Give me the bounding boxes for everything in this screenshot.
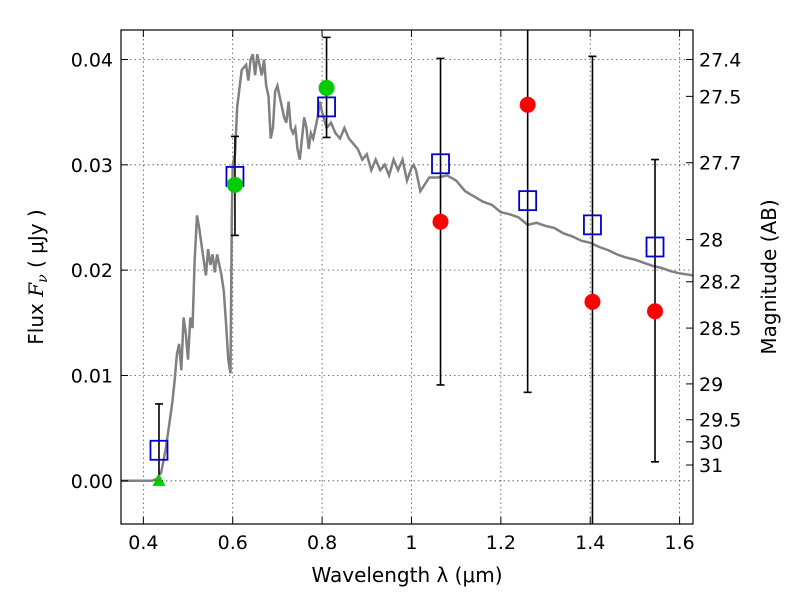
right-tick-label: 30 [699, 432, 723, 454]
x-tick-label: 1 [405, 532, 417, 554]
model-photometry-point [317, 96, 336, 118]
y-tick-label: 0.01 [71, 365, 113, 387]
right-tick-label: 29.5 [699, 410, 741, 432]
x-tick-label: 0.6 [218, 532, 248, 554]
detection-point [318, 79, 335, 96]
model-photometry-point [149, 439, 169, 461]
right-tick-label: 28.2 [699, 272, 741, 294]
right-tick-label: 29 [699, 374, 723, 396]
y-axis-label: Flux Fν ( μJy ) [24, 209, 51, 344]
model-photometry-point [518, 190, 538, 212]
low-sn-point [584, 293, 601, 310]
model-photometry-point [431, 153, 450, 175]
right-tick-label: 28.5 [699, 318, 741, 340]
x-tick-label: 0.4 [128, 532, 158, 554]
y-tick-label: 0.02 [71, 260, 113, 282]
right-tick-label: 28 [699, 230, 723, 252]
tick-layer: 0.4 0.6 0.8 1 1.2 1.4 1.6 0.00 0.01 0.02 0.03 0.04 2… [71, 30, 741, 554]
upper-limit-marker [152, 473, 166, 486]
right-tick-label: 27.7 [699, 153, 741, 175]
right-tick-label: 27.4 [699, 49, 741, 71]
model-photometry-point [583, 214, 602, 236]
grid [121, 30, 693, 524]
right-tick-label: 31 [699, 455, 723, 477]
x-axis-label: Wavelength λ (μm) [311, 563, 502, 587]
x-tick-label: 0.8 [307, 532, 337, 554]
x-tick-label: 1.2 [486, 532, 516, 554]
y-tick-label: 0.00 [71, 471, 113, 493]
right-tick-label: 27.5 [699, 86, 741, 108]
plot-frame [120, 29, 694, 525]
low-sn-point [432, 213, 449, 230]
model-sed-line-layer [121, 53, 693, 483]
marker-layer [149, 79, 665, 486]
low-sn-point [647, 303, 664, 320]
model-sed-line [121, 53, 693, 483]
x-tick-label: 1.6 [664, 532, 694, 554]
x-tick-label: 1.4 [575, 532, 605, 554]
y-tick-label: 0.04 [71, 49, 113, 71]
y-tick-label: 0.03 [71, 155, 113, 177]
detection-point [226, 176, 243, 193]
right-axis-label: Magnitude (AB) [757, 199, 781, 354]
low-sn-point [519, 96, 536, 113]
model-photometry-point [645, 236, 665, 258]
